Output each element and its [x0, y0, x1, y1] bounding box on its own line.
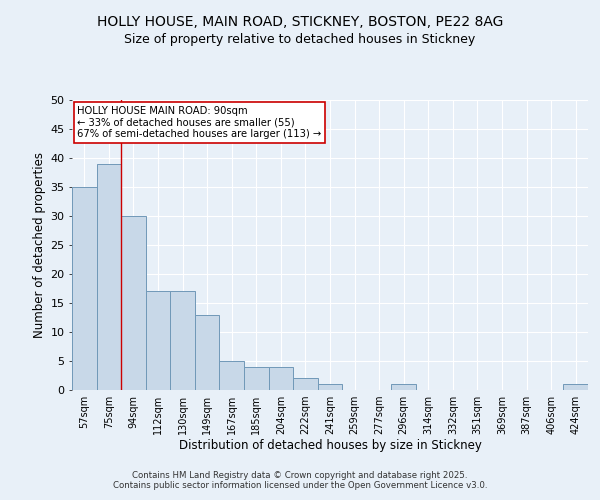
Text: HOLLY HOUSE, MAIN ROAD, STICKNEY, BOSTON, PE22 8AG: HOLLY HOUSE, MAIN ROAD, STICKNEY, BOSTON… [97, 15, 503, 29]
Bar [269, 367, 293, 390]
Bar [318, 384, 342, 390]
Bar [563, 384, 588, 390]
Bar [97, 164, 121, 390]
Bar [195, 314, 220, 390]
Bar [121, 216, 146, 390]
Bar [146, 292, 170, 390]
Bar [170, 292, 195, 390]
X-axis label: Distribution of detached houses by size in Stickney: Distribution of detached houses by size … [179, 438, 481, 452]
Text: Size of property relative to detached houses in Stickney: Size of property relative to detached ho… [124, 32, 476, 46]
Text: HOLLY HOUSE MAIN ROAD: 90sqm
← 33% of detached houses are smaller (55)
67% of se: HOLLY HOUSE MAIN ROAD: 90sqm ← 33% of de… [77, 106, 322, 139]
Bar [220, 361, 244, 390]
Y-axis label: Number of detached properties: Number of detached properties [33, 152, 46, 338]
Bar [293, 378, 318, 390]
Bar [72, 187, 97, 390]
Bar [391, 384, 416, 390]
Bar [244, 367, 269, 390]
Text: Contains HM Land Registry data © Crown copyright and database right 2025.
Contai: Contains HM Land Registry data © Crown c… [113, 470, 487, 490]
